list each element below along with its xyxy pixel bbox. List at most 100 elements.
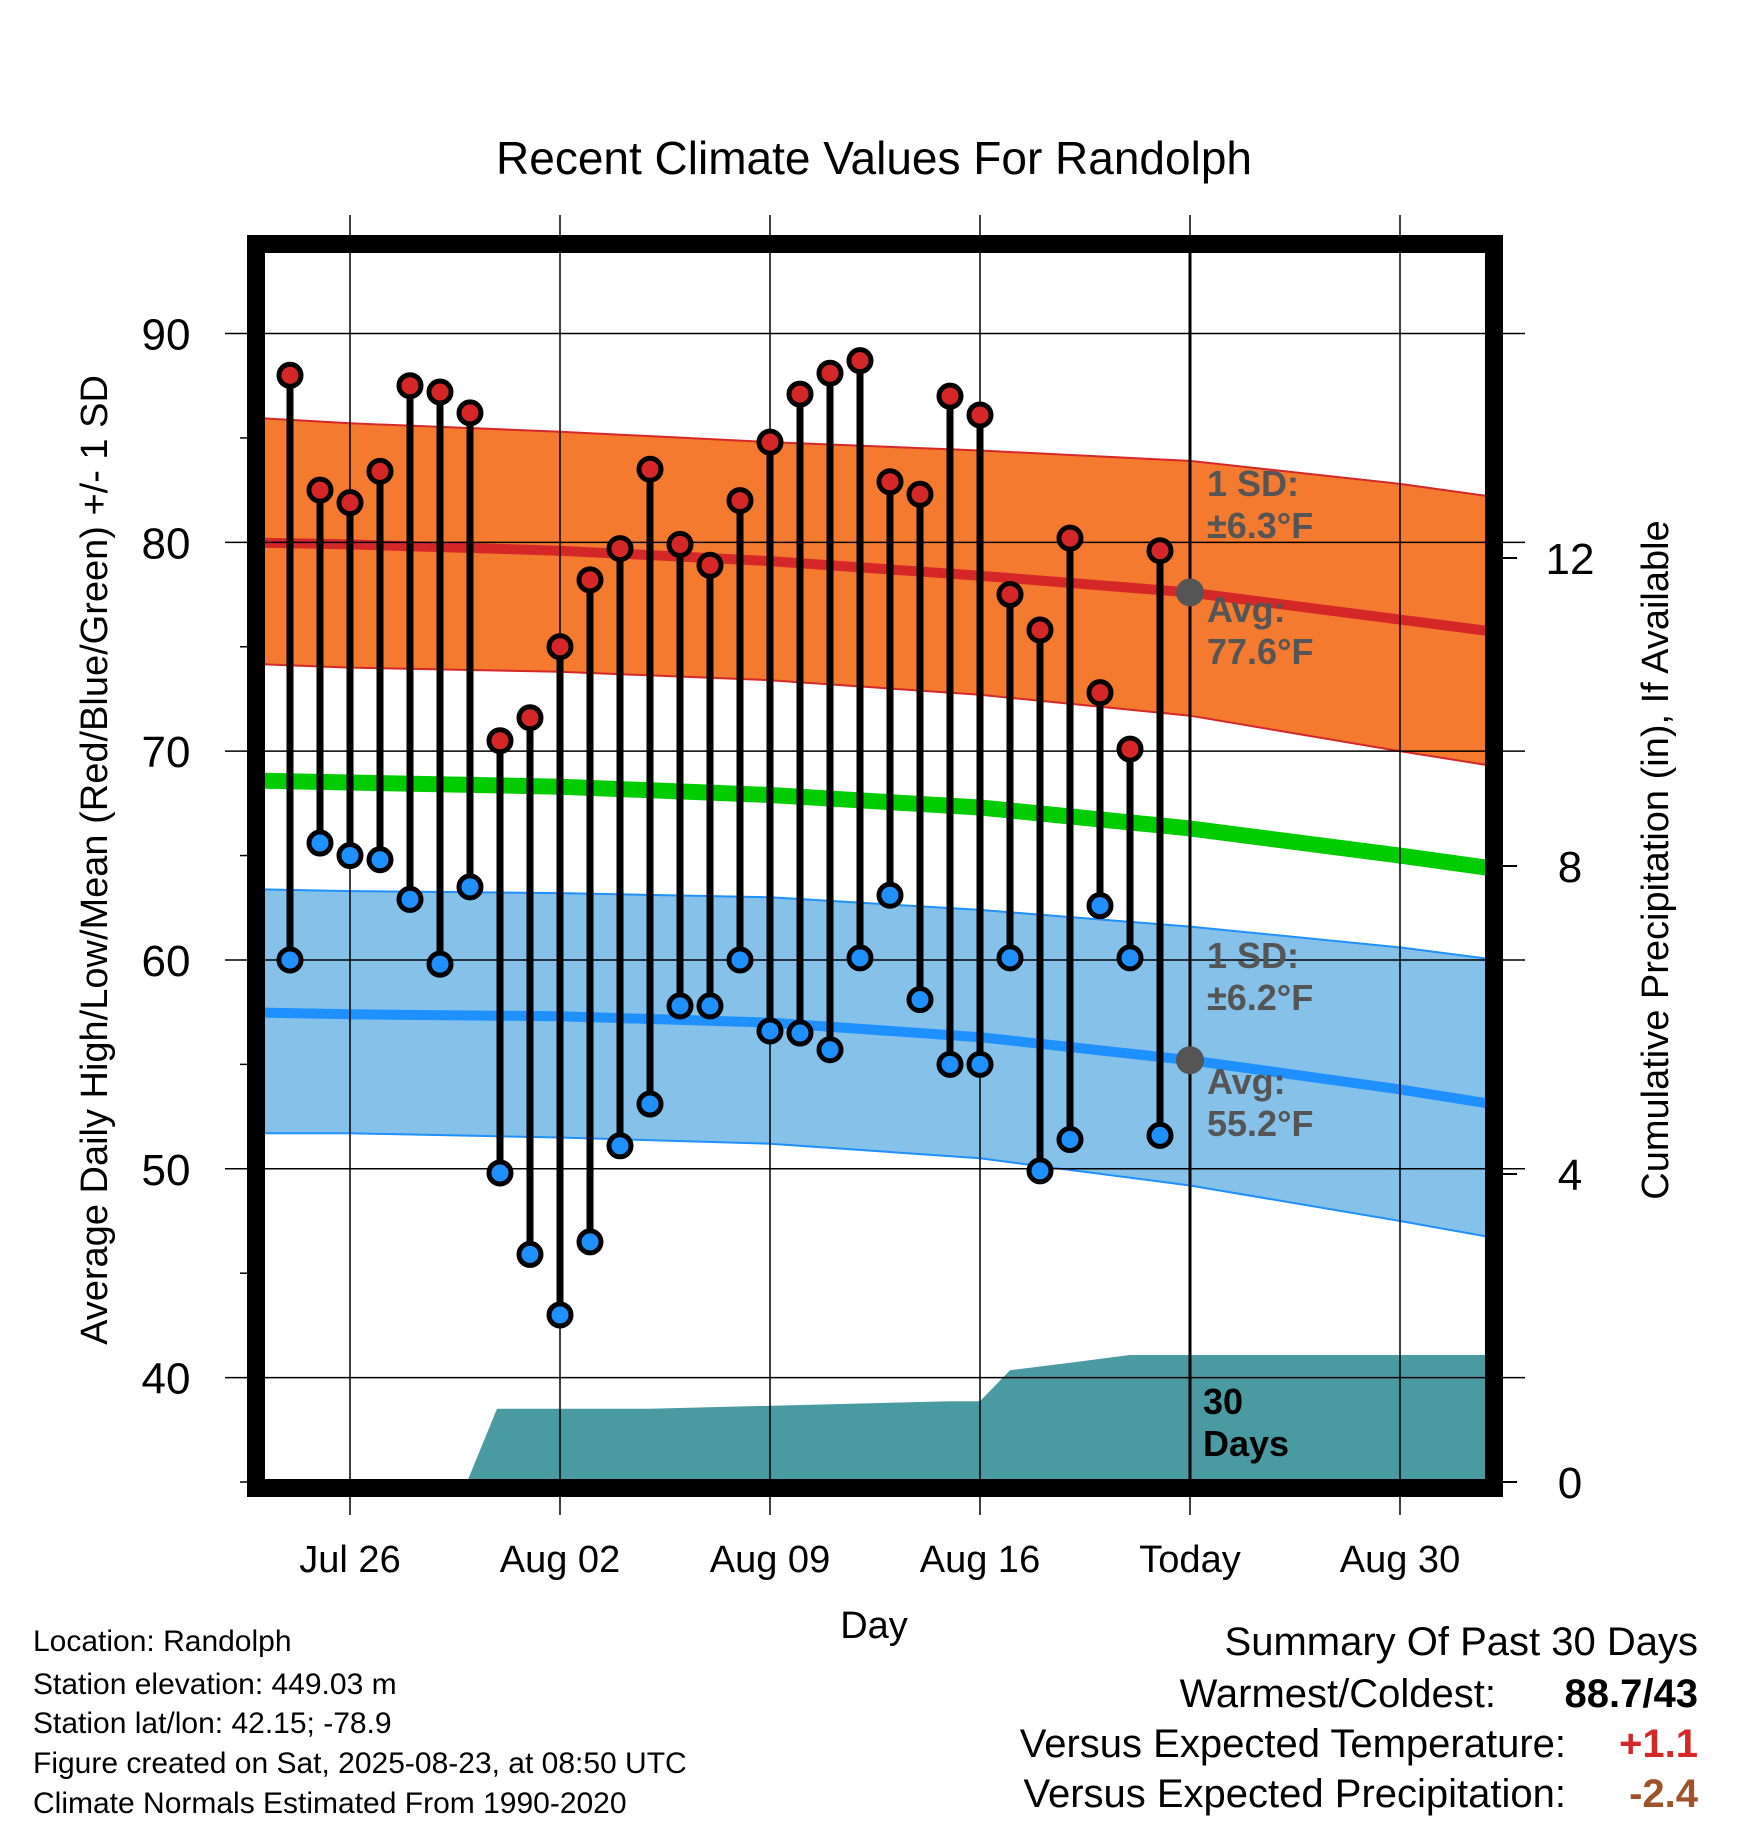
high-point [516,704,544,732]
low-sd-label: 1 SD: [1207,935,1299,976]
chart-title: Recent Climate Values For Randolph [496,132,1252,184]
high-point [756,428,784,456]
low-point [486,1159,514,1187]
elevation-text: Station elevation: 449.03 m [33,1668,397,1701]
low-point [1026,1157,1054,1185]
high-point [396,372,424,400]
low-point [1056,1126,1084,1154]
low-point [936,1050,964,1078]
high-normal-band [262,418,1488,766]
high-point [1116,735,1144,763]
y2-tick-label: 4 [1558,1151,1582,1200]
y-tick-label: 50 [142,1146,191,1195]
high-point [606,535,634,563]
created-text: Figure created on Sat, 2025-08-23, at 08… [33,1747,687,1780]
high-point [456,399,484,427]
low-point [1116,944,1144,972]
high-point [426,378,454,406]
low-sd-value: ±6.2°F [1207,977,1313,1018]
low-point [1146,1121,1174,1149]
y-tick-label: 70 [142,728,191,777]
x-tick-label: Aug 02 [500,1539,620,1581]
low-point [966,1050,994,1078]
low-point [1086,892,1114,920]
x-axis-label: Day [840,1605,908,1647]
high-point [1086,679,1114,707]
x-tick-label: Jul 26 [299,1539,400,1581]
warm-cold-label: Warmest/Coldest: [1179,1672,1496,1716]
y2-axis-label: Cumulative Precipitation (in), If Availa… [1635,520,1677,1199]
high-point [846,347,874,375]
low-point [996,944,1024,972]
low-point [786,1019,814,1047]
precip-area [262,1355,1488,1482]
high-point [966,401,994,429]
x-tick-label: Aug 16 [920,1539,1040,1581]
high-point [726,487,754,515]
high-point [366,457,394,485]
high-point [336,489,364,517]
low-point [816,1036,844,1064]
high-point [816,359,844,387]
y-tick-label: 60 [142,937,191,986]
low-point [426,950,454,978]
high-point [786,380,814,408]
low-point [336,842,364,870]
high-point [906,480,934,508]
low-point [456,873,484,901]
low-point [606,1132,634,1160]
high-point [1146,537,1174,565]
x-tick-label: Aug 30 [1340,1539,1460,1581]
y-tick-label: 40 [142,1355,191,1404]
high-avg-label: Avg: [1207,589,1286,630]
low-point [546,1301,574,1329]
latlon-text: Station lat/lon: 42.15; -78.9 [33,1707,392,1740]
high-point [636,455,664,483]
high-point [996,581,1024,609]
low-point [636,1090,664,1118]
low-point [756,1017,784,1045]
today-high-avg-marker [1176,578,1204,607]
low-point [846,944,874,972]
low-point [396,885,424,913]
high-point [486,727,514,755]
high-point [306,476,334,504]
y-tick-label: 80 [142,519,191,568]
days-label-number: 30 [1203,1381,1243,1422]
high-point [576,566,604,594]
y-axis-label: Average Daily High/Low/Mean (Red/Blue/Gr… [74,375,116,1345]
low-point [696,992,724,1020]
low-point [276,946,304,974]
plot-frame [247,235,1503,1497]
normals-text: Climate Normals Estimated From 1990-2020 [33,1787,627,1820]
precip-value: -2.4 [1629,1772,1698,1816]
high-point [876,468,904,496]
low-normal-band [262,889,1488,1237]
low-point [516,1240,544,1268]
location-text: Location: Randolph [33,1625,292,1658]
y-tick-label: 90 [142,311,191,360]
low-point [306,829,334,857]
high-point [1056,524,1084,552]
x-tick-label: Today [1139,1539,1240,1581]
high-point [546,633,574,661]
low-point [876,881,904,909]
high-sd-value: ±6.3°F [1207,505,1313,546]
summary-title: Summary Of Past 30 Days [1224,1620,1698,1664]
today-low-avg-marker [1176,1046,1204,1075]
high-point [666,530,694,558]
temp-value: +1.1 [1619,1722,1698,1766]
low-avg-value: 55.2°F [1207,1103,1313,1144]
low-point [666,992,694,1020]
precip-label: Versus Expected Precipitation: [1023,1772,1566,1816]
low-point [576,1228,604,1256]
low-point [906,986,934,1014]
temp-label: Versus Expected Temperature: [1019,1722,1566,1766]
y2-tick-label: 8 [1558,843,1582,892]
high-sd-label: 1 SD: [1207,463,1299,504]
low-point [366,846,394,874]
warm-cold-value: 88.7/43 [1564,1672,1698,1716]
low-point [726,946,754,974]
